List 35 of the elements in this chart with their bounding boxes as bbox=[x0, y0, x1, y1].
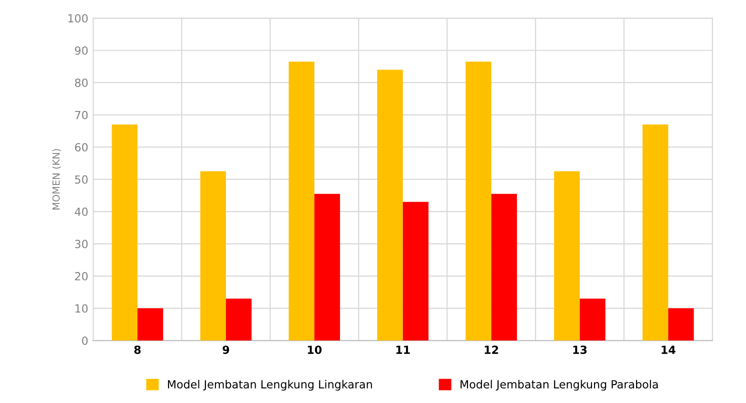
x-tick-label: 13 bbox=[573, 346, 587, 354]
y-axis-title: MOMEN (KN) bbox=[52, 149, 61, 210]
y-tick-label: 60 bbox=[75, 143, 88, 152]
legend-label: Model Jembatan Lengkung Parabola bbox=[460, 380, 658, 391]
y-tick-label: 30 bbox=[75, 240, 88, 248]
legend-label: Model Jembatan Lengkung Lingkaran bbox=[168, 380, 372, 391]
bar bbox=[288, 62, 314, 341]
bar bbox=[200, 171, 226, 341]
x-tick-label: 14 bbox=[662, 346, 676, 354]
bar bbox=[491, 194, 517, 341]
x-tick-label: 8 bbox=[134, 346, 141, 354]
bar bbox=[226, 298, 252, 341]
y-tick-label: 80 bbox=[75, 78, 88, 87]
bar bbox=[554, 171, 580, 341]
y-tick-label: 50 bbox=[75, 175, 88, 184]
y-tick-label: 40 bbox=[74, 208, 88, 216]
x-tick-label: 12 bbox=[484, 346, 498, 354]
y-tick-label: 100 bbox=[68, 14, 88, 23]
bar bbox=[580, 298, 606, 341]
y-tick-label: 10 bbox=[75, 304, 88, 313]
y-tick-label: 0 bbox=[82, 336, 88, 345]
x-tick-label: 9 bbox=[222, 346, 230, 354]
x-tick-label: 11 bbox=[396, 346, 410, 354]
bar bbox=[402, 202, 428, 341]
bar bbox=[314, 194, 340, 341]
bar bbox=[137, 308, 164, 341]
bar bbox=[377, 70, 403, 341]
y-tick-label: 70 bbox=[75, 110, 88, 120]
bar bbox=[112, 124, 138, 341]
x-tick-label: 10 bbox=[308, 346, 322, 354]
bar bbox=[668, 308, 694, 341]
bar bbox=[466, 62, 492, 341]
y-tick-label: 90 bbox=[74, 46, 88, 55]
bar bbox=[642, 124, 668, 341]
y-tick-label: 20 bbox=[75, 272, 88, 280]
